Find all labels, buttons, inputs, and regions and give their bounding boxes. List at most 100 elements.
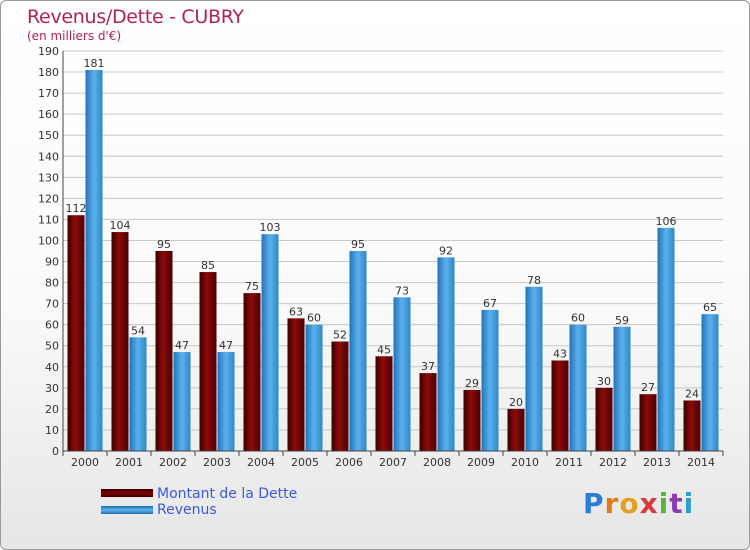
data-label-dette: 52 xyxy=(333,329,347,342)
data-label-dette: 43 xyxy=(553,347,567,360)
x-tick-label: 2009 xyxy=(467,456,495,469)
logo-letter: i xyxy=(683,487,695,520)
data-label-dette: 85 xyxy=(201,259,215,272)
bar-revenus xyxy=(613,326,631,451)
x-tick-label: 2006 xyxy=(335,456,363,469)
bar-revenus xyxy=(305,324,323,451)
x-tick-label: 2005 xyxy=(291,456,319,469)
logo-letter: o xyxy=(619,487,640,520)
data-label-revenus: 103 xyxy=(260,221,281,234)
bar-dette xyxy=(287,318,305,451)
data-label-dette: 112 xyxy=(66,202,87,215)
bar-dette xyxy=(683,400,701,451)
y-tick-label: 100 xyxy=(38,234,59,247)
bar-dette xyxy=(199,272,217,451)
y-tick-label: 130 xyxy=(38,171,59,184)
data-label-revenus: 60 xyxy=(307,312,321,325)
x-tick-label: 2001 xyxy=(115,456,143,469)
data-label-revenus: 54 xyxy=(131,324,145,337)
data-label-revenus: 78 xyxy=(527,274,541,287)
data-label-revenus: 60 xyxy=(571,312,585,325)
y-tick-label: 140 xyxy=(38,150,59,163)
bar-dette xyxy=(463,389,481,451)
bar-revenus xyxy=(217,352,235,451)
data-label-dette: 37 xyxy=(421,360,435,373)
logo-letter: x xyxy=(639,487,659,520)
data-label-dette: 24 xyxy=(685,387,699,400)
data-label-dette: 27 xyxy=(641,381,655,394)
data-label-revenus: 47 xyxy=(219,339,233,352)
bar-dette xyxy=(419,373,437,451)
bar-dette xyxy=(551,360,569,451)
bar-revenus xyxy=(657,227,675,451)
bar-dette xyxy=(595,387,613,451)
y-tick-label: 50 xyxy=(45,340,59,353)
bar-dette xyxy=(155,251,173,451)
y-tick-label: 150 xyxy=(38,129,59,142)
legend-label-revenus: Revenus xyxy=(157,502,217,518)
bar-dette xyxy=(507,408,525,451)
data-label-dette: 30 xyxy=(597,375,611,388)
y-tick-label: 40 xyxy=(45,361,59,374)
y-tick-label: 110 xyxy=(38,213,59,226)
x-tick-label: 2010 xyxy=(511,456,539,469)
bar-revenus xyxy=(525,286,543,451)
y-tick-label: 70 xyxy=(45,298,59,311)
data-label-revenus: 65 xyxy=(703,301,717,314)
chart-title: Revenus/Dette - CUBRY xyxy=(27,6,244,28)
data-label-dette: 20 xyxy=(509,396,523,409)
x-tick-label: 2002 xyxy=(159,456,187,469)
x-tick-label: 2008 xyxy=(423,456,451,469)
y-tick-label: 170 xyxy=(38,87,59,100)
x-tick-label: 2013 xyxy=(643,456,671,469)
bar-dette xyxy=(67,215,85,451)
y-tick-label: 30 xyxy=(45,382,59,395)
bar-revenus xyxy=(481,309,499,451)
proxiti-logo: Proxiti xyxy=(583,487,694,520)
logo-letter: t xyxy=(669,487,684,520)
data-label-dette: 104 xyxy=(110,219,131,232)
y-tick-label: 80 xyxy=(45,277,59,290)
x-tick-label: 2003 xyxy=(203,456,231,469)
bar-revenus xyxy=(349,251,367,451)
data-label-dette: 95 xyxy=(157,238,171,251)
bar-dette xyxy=(331,341,349,451)
bar-revenus xyxy=(173,352,191,451)
x-tick-label: 2012 xyxy=(599,456,627,469)
data-label-dette: 75 xyxy=(245,280,259,293)
bar-dette xyxy=(375,356,393,451)
data-label-revenus: 95 xyxy=(351,238,365,251)
data-label-revenus: 47 xyxy=(175,339,189,352)
data-label-revenus: 181 xyxy=(84,57,105,70)
bar-dette xyxy=(639,394,657,451)
y-tick-label: 10 xyxy=(45,424,59,437)
data-label-dette: 63 xyxy=(289,305,303,318)
bar-revenus xyxy=(129,337,147,451)
bar-revenus xyxy=(701,314,719,451)
data-label-revenus: 67 xyxy=(483,297,497,310)
legend-swatch-revenus xyxy=(101,506,153,514)
y-tick-label: 120 xyxy=(38,192,59,205)
x-tick-label: 2011 xyxy=(555,456,583,469)
x-tick-label: 2014 xyxy=(687,456,715,469)
data-label-revenus: 59 xyxy=(615,314,629,327)
x-tick-label: 2007 xyxy=(379,456,407,469)
data-label-revenus: 73 xyxy=(395,284,409,297)
bar-dette xyxy=(111,232,129,451)
data-label-dette: 29 xyxy=(465,377,479,390)
bar-revenus xyxy=(85,69,103,452)
bar-dette xyxy=(243,293,261,451)
bar-revenus xyxy=(437,257,455,451)
y-tick-label: 160 xyxy=(38,108,59,121)
data-label-dette: 45 xyxy=(377,343,391,356)
logo-letter: P xyxy=(583,487,605,520)
x-tick-label: 2000 xyxy=(71,456,99,469)
legend-swatch-dette xyxy=(101,489,153,497)
x-tick-label: 2004 xyxy=(247,456,275,469)
logo-letter: r xyxy=(604,487,620,520)
y-tick-label: 20 xyxy=(45,403,59,416)
bar-revenus xyxy=(261,234,279,451)
y-tick-label: 180 xyxy=(38,66,59,79)
